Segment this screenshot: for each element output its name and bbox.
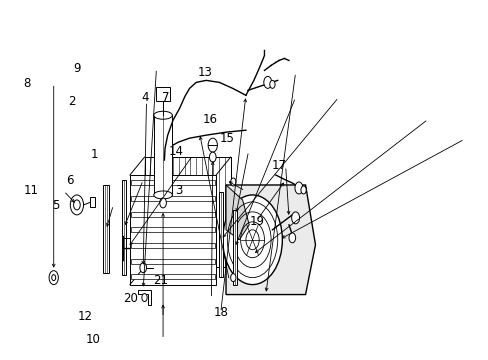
Text: 8: 8 (23, 77, 30, 90)
Polygon shape (138, 289, 151, 305)
Bar (131, 180, 214, 185)
Text: 9: 9 (73, 62, 81, 75)
Circle shape (209, 152, 216, 162)
Circle shape (49, 271, 58, 285)
Polygon shape (144, 157, 230, 267)
Circle shape (300, 186, 305, 194)
Circle shape (140, 263, 146, 273)
Circle shape (208, 138, 217, 152)
Polygon shape (225, 185, 315, 294)
Text: 3: 3 (175, 184, 182, 197)
Bar (131, 212, 214, 217)
Text: 12: 12 (77, 310, 92, 323)
Text: 21: 21 (153, 274, 168, 287)
Text: 4: 4 (141, 91, 148, 104)
Circle shape (160, 198, 166, 208)
Text: 10: 10 (85, 333, 101, 346)
Bar (103, 185, 108, 273)
Bar (218, 192, 222, 276)
Circle shape (70, 195, 83, 215)
Circle shape (263, 76, 271, 88)
Bar (131, 243, 214, 248)
Text: 11: 11 (24, 184, 39, 197)
Circle shape (52, 275, 56, 280)
Text: 15: 15 (220, 132, 235, 145)
Text: 19: 19 (249, 215, 264, 228)
Text: 14: 14 (168, 145, 183, 158)
Text: 5: 5 (52, 199, 60, 212)
Bar (131, 258, 214, 264)
Circle shape (269, 80, 275, 88)
Text: 7: 7 (162, 91, 169, 104)
Bar (90, 197, 95, 207)
Circle shape (294, 182, 302, 194)
Text: 18: 18 (213, 306, 228, 319)
Bar (122, 180, 126, 275)
Text: 17: 17 (271, 159, 286, 172)
Bar (131, 227, 214, 232)
Polygon shape (130, 175, 216, 285)
Text: 16: 16 (202, 113, 217, 126)
Bar (232, 210, 236, 285)
Circle shape (291, 212, 299, 224)
Circle shape (74, 200, 80, 210)
Circle shape (142, 293, 147, 302)
Circle shape (230, 274, 236, 282)
Polygon shape (225, 185, 249, 240)
Ellipse shape (153, 111, 172, 119)
Text: 2: 2 (68, 95, 76, 108)
Circle shape (222, 195, 282, 285)
Circle shape (230, 178, 236, 186)
Text: 1: 1 (91, 148, 98, 161)
Text: 6: 6 (66, 174, 74, 186)
Text: 13: 13 (197, 66, 212, 79)
Ellipse shape (153, 191, 172, 199)
Bar (156, 87, 169, 101)
Bar (153, 115, 172, 195)
Bar (131, 196, 214, 201)
Text: 20: 20 (122, 292, 138, 305)
Bar (131, 274, 214, 279)
Circle shape (288, 233, 295, 243)
